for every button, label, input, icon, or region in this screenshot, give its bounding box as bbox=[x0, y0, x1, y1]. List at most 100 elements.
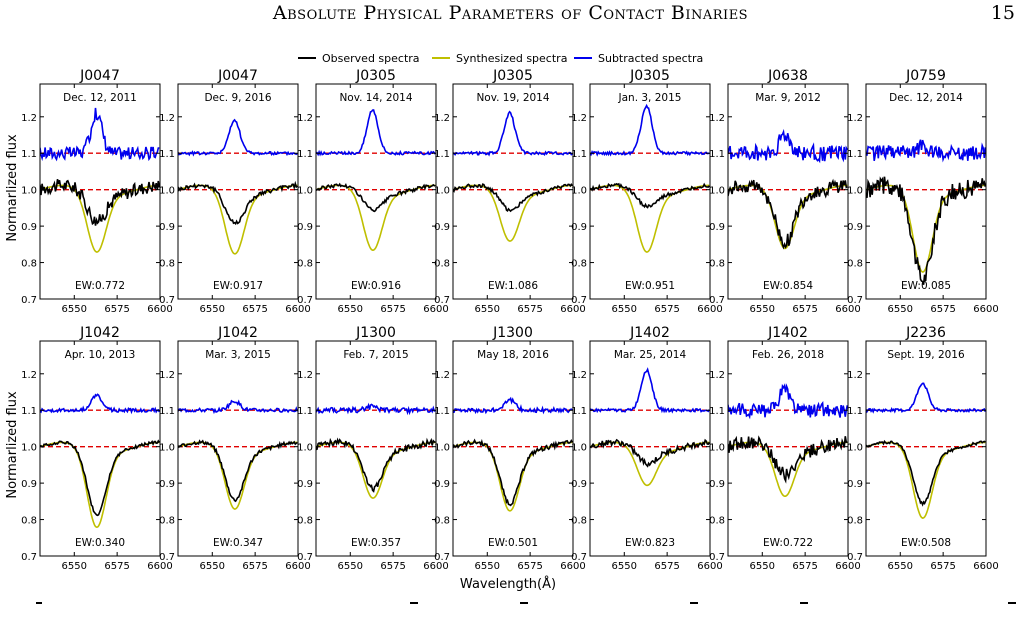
subtracted-spectrum-line bbox=[178, 399, 298, 415]
panel-title: J0759 bbox=[905, 68, 946, 84]
panel-frame bbox=[39, 83, 161, 300]
x-tick-label: 6600 bbox=[147, 561, 172, 572]
y-tick-label: 0.8 bbox=[21, 516, 37, 527]
spectrum-panel: 0.7 0.8 0.9 1.0 1.1 1.2 6550 6575 6600 J2236 Sept.… bbox=[847, 325, 999, 572]
y-axis-label-top: Normarlized flux bbox=[5, 134, 20, 242]
panel-title: J0047 bbox=[79, 68, 120, 84]
observed-spectrum-line bbox=[866, 439, 986, 507]
panel-date: Dec. 12, 2011 bbox=[63, 92, 137, 104]
x-tick-label: 6600 bbox=[560, 561, 585, 572]
y-tick-label: 0.8 bbox=[434, 516, 450, 527]
synthesized-spectrum-line bbox=[453, 184, 573, 242]
spectrum-panel: 0.7 0.8 0.9 1.0 1.1 1.2 6550 6575 6600 J1300 Feb. … bbox=[297, 325, 449, 572]
panel-date: Jan. 3, 2015 bbox=[618, 92, 682, 104]
y-tick-label: 1.0 bbox=[159, 443, 175, 454]
y-tick-label: 1.2 bbox=[434, 370, 450, 381]
y-tick-label: 0.9 bbox=[847, 479, 863, 490]
spectra-figure: Observed spectra Synthesized spectra Sub… bbox=[5, 52, 999, 592]
subtracted-spectrum-line bbox=[590, 367, 710, 414]
x-tick-label: 6600 bbox=[285, 561, 310, 572]
panel-ew-label: EW:0.357 bbox=[351, 537, 401, 549]
y-tick-label: 1.0 bbox=[21, 186, 37, 197]
y-tick-label: 1.1 bbox=[21, 149, 37, 160]
spectrum-panel: 0.7 0.8 0.9 1.0 1.1 1.2 6550 6575 6600 J1300 May 1… bbox=[434, 325, 586, 572]
y-tick-label: 1.2 bbox=[709, 113, 725, 124]
synthesized-spectrum-line bbox=[728, 184, 848, 250]
y-tick-label: 1.2 bbox=[709, 370, 725, 381]
y-tick-label: 1.2 bbox=[847, 370, 863, 381]
y-tick-label: 0.9 bbox=[571, 222, 587, 233]
y-tick-label: 0.7 bbox=[434, 552, 450, 563]
y-tick-label: 0.7 bbox=[159, 295, 175, 306]
panels: 0.7 0.8 0.9 1.0 1.1 1.2 6550 6575 6600 J0047 Dec. … bbox=[21, 68, 999, 572]
x-tick-label: 6575 bbox=[792, 561, 817, 572]
x-tick-label: 6575 bbox=[242, 561, 267, 572]
y-tick-label: 1.1 bbox=[297, 149, 313, 160]
x-tick-label: 6550 bbox=[338, 304, 363, 315]
y-tick-label: 0.7 bbox=[434, 295, 450, 306]
y-tick-label: 0.8 bbox=[159, 259, 175, 270]
subtracted-spectrum-line bbox=[453, 110, 573, 157]
y-tick-label: 1.0 bbox=[847, 443, 863, 454]
y-tick-label: 0.8 bbox=[21, 259, 37, 270]
panel-date: Mar. 25, 2014 bbox=[614, 349, 687, 361]
y-tick-label: 0.8 bbox=[159, 516, 175, 527]
x-tick-label: 6550 bbox=[612, 304, 637, 315]
y-tick-label: 0.7 bbox=[709, 552, 725, 563]
x-tick-label: 6550 bbox=[475, 561, 500, 572]
panel-date: Dec. 12, 2014 bbox=[889, 92, 963, 104]
y-tick-label: 1.0 bbox=[709, 443, 725, 454]
spectrum-panel: 0.7 0.8 0.9 1.0 1.1 1.2 6550 6575 6600 J0305 Jan. … bbox=[571, 68, 723, 315]
panel-date: Sept. 19, 2016 bbox=[887, 349, 965, 361]
x-tick-label: 6550 bbox=[888, 304, 913, 315]
y-tick-label: 1.2 bbox=[159, 113, 175, 124]
y-tick-label: 0.8 bbox=[709, 259, 725, 270]
y-tick-label: 0.7 bbox=[571, 552, 587, 563]
spectrum-panel: 0.7 0.8 0.9 1.0 1.1 1.2 6550 6575 6600 J0305 Nov. … bbox=[434, 68, 586, 315]
y-tick-label: 1.1 bbox=[159, 406, 175, 417]
x-tick-label: 6575 bbox=[654, 561, 679, 572]
y-tick-label: 1.1 bbox=[709, 149, 725, 160]
y-tick-label: 1.2 bbox=[571, 113, 587, 124]
x-tick-label: 6550 bbox=[612, 561, 637, 572]
y-tick-label: 0.9 bbox=[159, 479, 175, 490]
x-tick-label: 6575 bbox=[792, 304, 817, 315]
y-tick-label: 0.7 bbox=[159, 552, 175, 563]
synthesized-spectrum-line bbox=[40, 441, 160, 529]
panel-ew-label: EW:0.340 bbox=[75, 537, 125, 549]
x-tick-label: 6550 bbox=[200, 304, 225, 315]
running-title: Absolute Physical Parameters of Contact … bbox=[272, 2, 749, 24]
panel-ew-label: EW:0.347 bbox=[213, 537, 263, 549]
legend-observed-label: Observed spectra bbox=[322, 52, 420, 65]
y-tick-label: 1.0 bbox=[571, 443, 587, 454]
observed-spectrum-line bbox=[40, 179, 160, 226]
panel-ew-label: EW:1.086 bbox=[488, 280, 538, 292]
panel-frame bbox=[727, 83, 849, 300]
panel-title: J1402 bbox=[767, 325, 808, 341]
x-tick-label: 6550 bbox=[888, 561, 913, 572]
subtracted-spectrum-line bbox=[866, 139, 986, 163]
panel-title: J0638 bbox=[767, 68, 808, 84]
spectrum-panel: 0.7 0.8 0.9 1.0 1.1 1.2 6550 6575 6600 J1042 Apr. … bbox=[21, 325, 173, 572]
y-tick-label: 0.9 bbox=[21, 222, 37, 233]
subtracted-spectrum-line bbox=[866, 382, 986, 414]
subtracted-spectrum-line bbox=[316, 109, 436, 157]
panel-frame bbox=[177, 83, 299, 300]
panel-frame bbox=[589, 340, 711, 557]
x-tick-label: 6575 bbox=[654, 304, 679, 315]
panel-title: J1402 bbox=[629, 325, 670, 341]
panel-ew-label: EW:0.501 bbox=[488, 537, 538, 549]
panel-title: J1300 bbox=[355, 325, 396, 341]
y-tick-label: 0.8 bbox=[709, 516, 725, 527]
y-tick-label: 1.0 bbox=[434, 443, 450, 454]
spectrum-panel: 0.7 0.8 0.9 1.0 1.1 1.2 6550 6575 6600 J0638 Mar. … bbox=[709, 68, 861, 315]
y-tick-label: 0.9 bbox=[297, 222, 313, 233]
y-tick-label: 1.1 bbox=[434, 406, 450, 417]
panel-date: May 18, 2016 bbox=[477, 349, 549, 361]
next-text-line-fragment bbox=[0, 598, 1021, 618]
x-tick-label: 6575 bbox=[517, 304, 542, 315]
y-tick-label: 0.7 bbox=[297, 295, 313, 306]
panel-ew-label: EW:0.917 bbox=[213, 280, 263, 292]
y-tick-label: 0.8 bbox=[847, 259, 863, 270]
x-tick-label: 6550 bbox=[200, 561, 225, 572]
